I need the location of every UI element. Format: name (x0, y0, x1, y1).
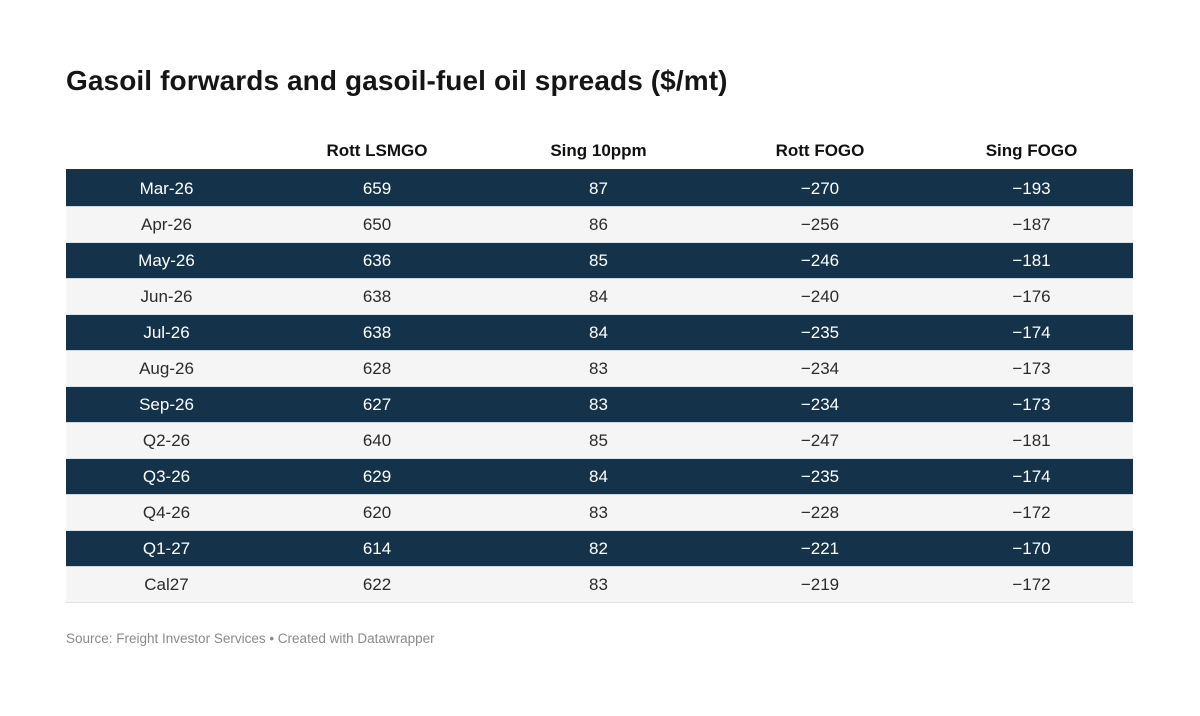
value-cell: 83 (589, 358, 608, 378)
value-cell: −221 (800, 538, 840, 558)
column-header-rott-lsmgo: Rott LSMGO (267, 133, 487, 171)
value-cell: −181 (1012, 250, 1051, 270)
value-cell: 622 (362, 574, 392, 594)
value-cell: −256 (800, 214, 840, 234)
table-row: Jul-26 638 84 −235 −174 (66, 314, 1133, 351)
value-cell: −176 (1012, 286, 1051, 306)
value-cell: −235 (800, 322, 840, 342)
table-row: Sep-26 627 83 −234 −173 (66, 386, 1133, 423)
value-cell: −181 (1012, 430, 1051, 450)
table-row: Q1-27 614 82 −221 −170 (66, 530, 1133, 567)
value-cell: 86 (589, 214, 608, 234)
value-cell: 83 (589, 502, 608, 522)
value-cell: −172 (1012, 502, 1051, 522)
row-label-cell: Sep-26 (139, 394, 194, 414)
column-header-sing-10ppm: Sing 10ppm (487, 133, 710, 171)
table-row: Q3-26 629 84 −235 −174 (66, 458, 1133, 495)
value-cell: 627 (362, 394, 392, 414)
value-cell: −234 (800, 358, 840, 378)
row-label-cell: Cal27 (144, 574, 189, 594)
value-cell: 640 (362, 430, 392, 450)
row-label-cell: Q2-26 (142, 430, 191, 450)
table-row: Mar-26 659 87 −270 −193 (66, 170, 1133, 207)
value-cell: −234 (800, 394, 840, 414)
chart-title: Gasoil forwards and gasoil-fuel oil spre… (66, 65, 728, 96)
value-cell: −247 (800, 430, 840, 450)
value-cell: −174 (1012, 322, 1051, 342)
data-table: Rott LSMGO Sing 10ppm Rott FOGO Sing FOG… (66, 133, 1133, 603)
table-row: Jun-26 638 84 −240 −176 (66, 278, 1133, 315)
value-cell: 636 (362, 250, 392, 270)
value-cell: 614 (362, 538, 392, 558)
value-cell: 620 (362, 502, 392, 522)
value-cell: 629 (362, 466, 392, 486)
value-cell: 83 (589, 574, 608, 594)
value-cell: −270 (800, 178, 840, 198)
value-cell: −173 (1012, 358, 1051, 378)
value-cell: −193 (1012, 178, 1051, 198)
table-row: Cal27 622 83 −219 −172 (66, 566, 1133, 603)
value-cell: 84 (589, 322, 608, 342)
value-cell: 82 (589, 538, 608, 558)
row-label-cell: Jul-26 (143, 322, 190, 342)
table-row: Q2-26 640 85 −247 −181 (66, 422, 1133, 459)
value-cell: −170 (1012, 538, 1051, 558)
value-cell: 638 (362, 322, 392, 342)
column-header-sing-fogo: Sing FOGO (930, 133, 1133, 171)
table-row: May-26 636 85 −246 −181 (66, 242, 1133, 279)
column-header-period (66, 133, 267, 171)
value-cell: 628 (362, 358, 392, 378)
column-header-rott-fogo: Rott FOGO (710, 133, 930, 171)
value-cell: 83 (589, 394, 608, 414)
value-cell: −173 (1012, 394, 1051, 414)
value-cell: 87 (589, 178, 608, 198)
chart-content: Gasoil forwards and gasoil-fuel oil spre… (66, 65, 1133, 646)
value-cell: 659 (362, 178, 392, 198)
value-cell: −228 (800, 502, 840, 522)
row-label-cell: Q3-26 (142, 466, 191, 486)
row-label-cell: Apr-26 (140, 214, 193, 234)
value-cell: −240 (800, 286, 840, 306)
value-cell: −235 (800, 466, 840, 486)
value-cell: 85 (589, 430, 608, 450)
table-body: Mar-26 659 87 −270 −193 Apr-26 650 86 −256 −187 Ma… (66, 170, 1133, 603)
row-label-cell: May-26 (138, 250, 195, 270)
value-cell: 85 (589, 250, 608, 270)
value-cell: 84 (589, 286, 608, 306)
value-cell: −246 (800, 250, 840, 270)
value-cell: 650 (362, 214, 392, 234)
value-cell: −187 (1012, 214, 1051, 234)
table-row: Apr-26 650 86 −256 −187 (66, 206, 1133, 243)
row-label-cell: Q1-27 (142, 538, 191, 558)
row-label-cell: Q4-26 (142, 502, 191, 522)
row-label-cell: Jun-26 (140, 286, 193, 306)
value-cell: −172 (1012, 574, 1051, 594)
table-row: Q4-26 620 83 −228 −172 (66, 494, 1133, 531)
value-cell: 84 (589, 466, 608, 486)
value-cell: −219 (800, 574, 840, 594)
row-label-cell: Mar-26 (139, 178, 194, 198)
source-note: Source: Freight Investor Services • Crea… (66, 631, 435, 646)
header-row: Rott LSMGO Sing 10ppm Rott FOGO Sing FOG… (66, 133, 1133, 171)
value-cell: 638 (362, 286, 392, 306)
value-cell: −174 (1012, 466, 1051, 486)
row-label-cell: Aug-26 (139, 358, 194, 378)
table-row: Aug-26 628 83 −234 −173 (66, 350, 1133, 387)
